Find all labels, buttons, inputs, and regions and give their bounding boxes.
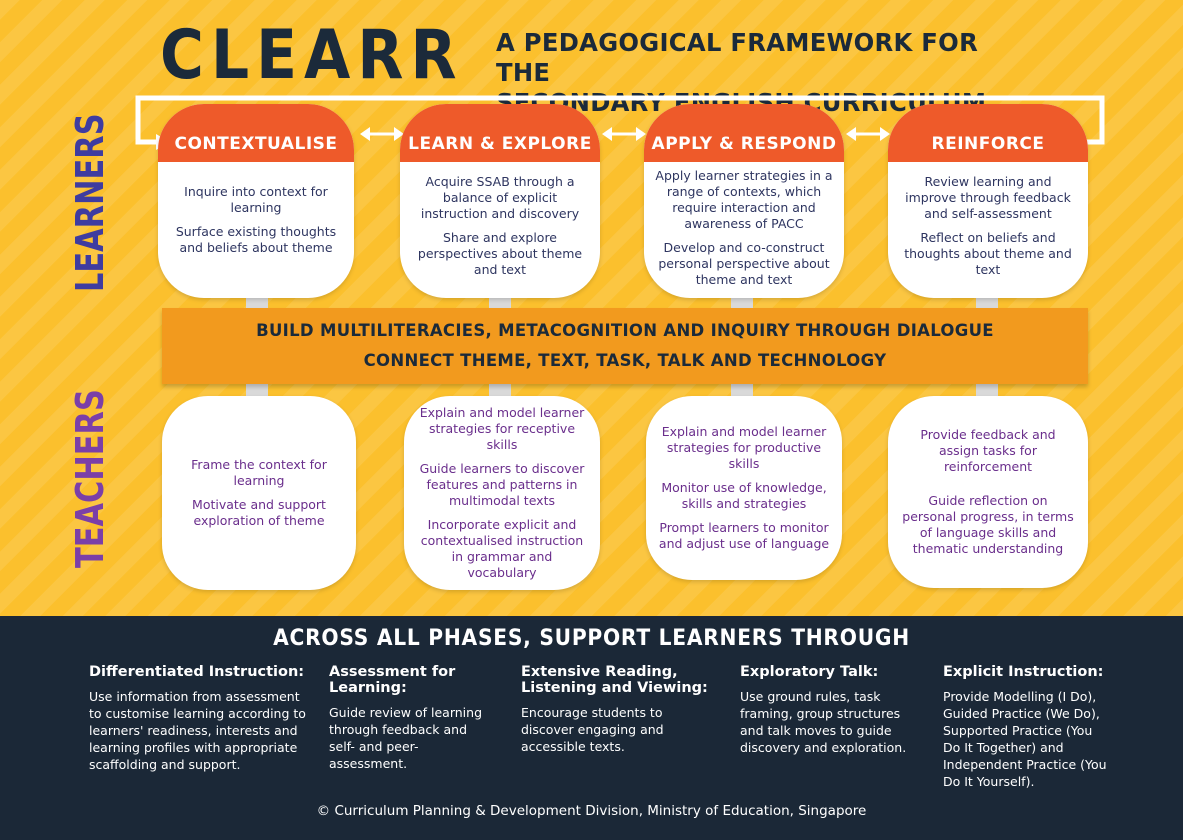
activity-text: Explain and model learner strategies for… (661, 424, 827, 471)
support-text: Use information from assessment to custo… (89, 689, 306, 772)
support-heading: Exploratory Talk: (740, 664, 879, 680)
learner-activities: Apply learner strategies in a range of c… (644, 162, 844, 288)
dialogue-banner: BUILD MULTILITERACIES, METACOGNITION AND… (162, 308, 1088, 384)
double-arrow-icon (602, 127, 646, 141)
learner-card-reinforce: REINFORCE Review learning and improve th… (888, 104, 1088, 298)
footer-title: ACROSS ALL PHASES, SUPPORT LEARNERS THRO… (273, 626, 910, 651)
activity-text: Develop and co-construct personal perspe… (658, 240, 830, 287)
support-column: Exploratory Talk: Use ground rules, task… (740, 664, 920, 756)
support-text: Guide review of learning through feedbac… (329, 705, 483, 771)
support-text: Provide Modelling (I Do), Guided Practic… (943, 689, 1107, 789)
learner-card-contextualise: CONTEXTUALISE Inquire into context for l… (158, 104, 354, 298)
activity-text: Review learning and improve through feed… (905, 174, 1071, 221)
teacher-activities: Provide feedback and assign tasks for re… (888, 396, 1088, 588)
support-text: Use ground rules, task framing, group st… (740, 689, 907, 755)
activity-text: Incorporate explicit and contextualised … (420, 517, 584, 580)
teacher-activities: Frame the context for learning Motivate … (162, 396, 356, 590)
learner-activities: Acquire SSAB through a balance of explic… (400, 162, 600, 278)
activity-text: Motivate and support exploration of them… (192, 497, 326, 528)
activity-text: Prompt learners to monitor and adjust us… (658, 520, 830, 551)
teacher-card-apply-respond: Explain and model learner strategies for… (646, 396, 842, 580)
activity-text: Apply learner strategies in a range of c… (655, 168, 833, 231)
double-arrow-icon (360, 127, 404, 141)
support-text: Encourage students to discover engaging … (521, 705, 664, 754)
double-arrow-icon (846, 127, 890, 141)
support-column: Differentiated Instruction: Use informat… (89, 664, 314, 773)
phase-header: CONTEXTUALISE (158, 104, 354, 162)
learners-side-label: LEARNERS (68, 113, 112, 292)
teacher-card-reinforce: Provide feedback and assign tasks for re… (888, 396, 1088, 588)
subtitle-line-1: A PEDAGOGICAL FRAMEWORK FOR THE (496, 28, 979, 87)
framework-title: CLEARR (160, 16, 464, 95)
teacher-card-learn-explore: Explain and model learner strategies for… (404, 396, 600, 590)
phase-header: LEARN & EXPLORE (400, 104, 600, 162)
learner-card-learn-explore: LEARN & EXPLORE Acquire SSAB through a b… (400, 104, 600, 298)
activity-text: Explain and model learner strategies for… (419, 405, 585, 452)
activity-text: Guide reflection on personal progress, i… (902, 493, 1074, 556)
activity-text: Share and explore perspectives about the… (417, 230, 583, 277)
activity-text: Inquire into context for learning (184, 184, 328, 215)
activity-text: Surface existing thoughts and beliefs ab… (175, 224, 337, 255)
activity-text: Monitor use of knowledge, skills and str… (661, 480, 827, 511)
learner-card-apply-respond: APPLY & RESPOND Apply learner strategies… (644, 104, 844, 298)
activity-text: Acquire SSAB through a balance of explic… (420, 174, 580, 221)
teacher-card-contextualise: Frame the context for learning Motivate … (162, 396, 356, 590)
support-heading: Explicit Instruction: (943, 664, 1104, 680)
support-heading: Extensive Reading, Listening and Viewing… (521, 664, 708, 696)
learner-activities: Inquire into context for learning Surfac… (158, 162, 354, 256)
activity-text: Reflect on beliefs and thoughts about th… (904, 230, 1072, 277)
banner-line-1: BUILD MULTILITERACIES, METACOGNITION AND… (256, 321, 994, 340)
teacher-activities: Explain and model learner strategies for… (646, 396, 842, 580)
support-footer: ACROSS ALL PHASES, SUPPORT LEARNERS THRO… (0, 616, 1183, 840)
support-column: Assessment for Learning: Guide review of… (329, 664, 489, 772)
teacher-activities: Explain and model learner strategies for… (404, 396, 600, 590)
teachers-side-label: TEACHERS (68, 389, 112, 568)
activity-text: Frame the context for learning (191, 457, 327, 488)
copyright-notice: © Curriculum Planning & Development Divi… (316, 803, 867, 819)
banner-line-2: CONNECT THEME, TEXT, TASK, TALK AND TECH… (363, 351, 887, 370)
phase-header: REINFORCE (888, 104, 1088, 162)
activity-text: Guide learners to discover features and … (419, 461, 585, 508)
support-heading: Assessment for Learning: (329, 664, 456, 696)
activity-text: Provide feedback and assign tasks for re… (920, 427, 1056, 474)
phase-header: APPLY & RESPOND (644, 104, 844, 162)
support-column: Extensive Reading, Listening and Viewing… (521, 664, 711, 755)
learner-activities: Review learning and improve through feed… (888, 162, 1088, 278)
support-heading: Differentiated Instruction: (89, 664, 305, 680)
support-column: Explicit Instruction: Provide Modelling … (943, 664, 1113, 790)
